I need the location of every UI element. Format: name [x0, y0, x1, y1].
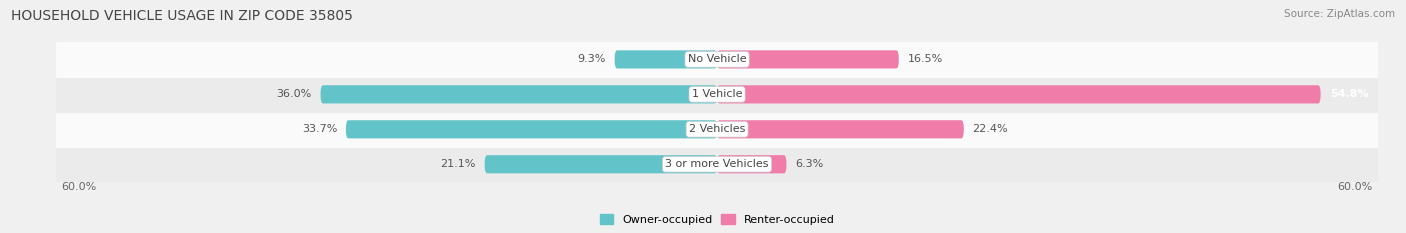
Text: 54.8%: 54.8%	[1330, 89, 1369, 99]
Text: 3 or more Vehicles: 3 or more Vehicles	[665, 159, 769, 169]
Text: 6.3%: 6.3%	[796, 159, 824, 169]
Text: 9.3%: 9.3%	[578, 55, 606, 64]
Bar	[56, 112, 1378, 147]
Text: 21.1%: 21.1%	[440, 159, 475, 169]
FancyBboxPatch shape	[321, 85, 717, 103]
FancyBboxPatch shape	[717, 120, 963, 138]
Text: HOUSEHOLD VEHICLE USAGE IN ZIP CODE 35805: HOUSEHOLD VEHICLE USAGE IN ZIP CODE 3580…	[11, 9, 353, 23]
FancyBboxPatch shape	[485, 155, 717, 173]
FancyBboxPatch shape	[346, 120, 717, 138]
Text: 1 Vehicle: 1 Vehicle	[692, 89, 742, 99]
Bar	[56, 147, 1378, 182]
Text: Source: ZipAtlas.com: Source: ZipAtlas.com	[1284, 9, 1395, 19]
Text: 33.7%: 33.7%	[302, 124, 337, 134]
FancyBboxPatch shape	[717, 50, 898, 69]
FancyBboxPatch shape	[717, 85, 1320, 103]
Text: 60.0%: 60.0%	[62, 182, 97, 192]
Text: 16.5%: 16.5%	[908, 55, 943, 64]
Text: 2 Vehicles: 2 Vehicles	[689, 124, 745, 134]
Bar	[56, 77, 1378, 112]
Bar	[56, 42, 1378, 77]
FancyBboxPatch shape	[717, 155, 786, 173]
Text: 36.0%: 36.0%	[277, 89, 312, 99]
Text: 60.0%: 60.0%	[1337, 182, 1372, 192]
Text: No Vehicle: No Vehicle	[688, 55, 747, 64]
FancyBboxPatch shape	[614, 50, 717, 69]
Legend: Owner-occupied, Renter-occupied: Owner-occupied, Renter-occupied	[595, 210, 839, 229]
Text: 22.4%: 22.4%	[973, 124, 1008, 134]
